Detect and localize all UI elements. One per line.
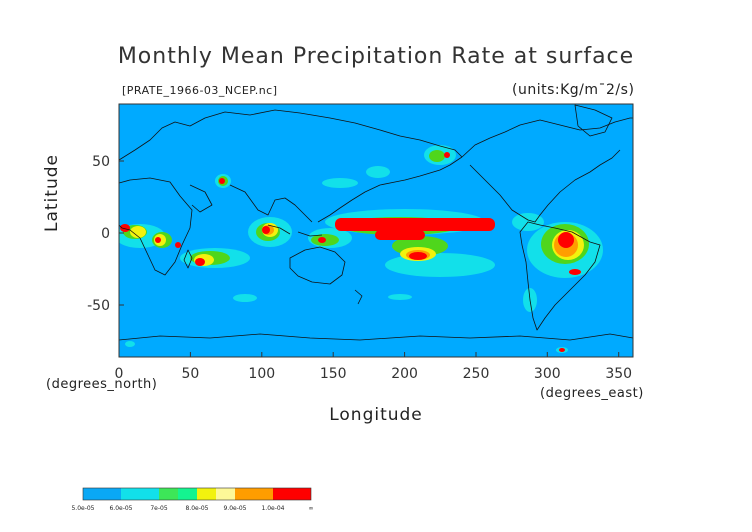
coastlines — [119, 104, 633, 341]
colorbar-label: 7e-05 — [150, 505, 167, 512]
colorbar-label: 9.0e-05 — [223, 505, 246, 512]
dataset-filename: [PRATE_1966-03_NCEP.nc] — [122, 84, 278, 97]
colorbar-label: 6.0e-05 — [109, 505, 132, 512]
y-tick-label: -50 — [87, 298, 110, 314]
tick-marks — [118, 160, 620, 357]
y-tick-label: 50 — [92, 154, 110, 170]
colorbar-label: 5.0e-05 — [71, 505, 94, 512]
x-tick-label: 50 — [181, 366, 199, 382]
x-axis-label: Longitude — [329, 405, 423, 425]
chart-title: Monthly Mean Precipitation Rate at surfa… — [117, 44, 635, 69]
x-tick-labels: 0 50 100 150 200 250 300 350 — [115, 366, 633, 382]
y-tick-label: 0 — [101, 226, 110, 242]
colorbar-swatch — [83, 488, 121, 500]
y-axis-unit: (degrees_north) — [46, 377, 158, 392]
colorbar-swatch — [197, 488, 216, 500]
colorbar-swatch — [273, 488, 311, 500]
x-tick-label: 0 — [115, 366, 124, 382]
y-axis-label: Latitude — [42, 154, 62, 232]
x-tick-label: 200 — [391, 366, 418, 382]
units-label: (units:Kg/m¯2/s) — [512, 82, 635, 98]
x-axis-unit: (degrees_east) — [540, 386, 644, 401]
colorbar-label: 1.0e-04 — [261, 505, 284, 512]
x-tick-label: 300 — [534, 366, 561, 382]
colorbar-swatch — [235, 488, 273, 500]
map-frame — [118, 103, 634, 358]
x-tick-label: 250 — [463, 366, 490, 382]
x-tick-label: 350 — [605, 366, 632, 382]
x-tick-label: 100 — [248, 366, 275, 382]
colorbar-swatch — [121, 488, 159, 500]
x-tick-label: 150 — [320, 366, 347, 382]
colorbar: 5.0e-05 6.0e-05 7e-05 8.0e-05 9.0e-05 1.… — [71, 487, 314, 512]
colorbar-label: 8.0e-05 — [185, 505, 208, 512]
y-tick-labels: 50 0 -50 — [87, 154, 110, 314]
colorbar-swatch — [159, 488, 178, 500]
colorbar-swatch — [216, 488, 235, 500]
precip-red-layer — [120, 152, 581, 352]
colorbar-frame — [82, 487, 312, 501]
colorbar-label: ∞ — [309, 505, 314, 512]
